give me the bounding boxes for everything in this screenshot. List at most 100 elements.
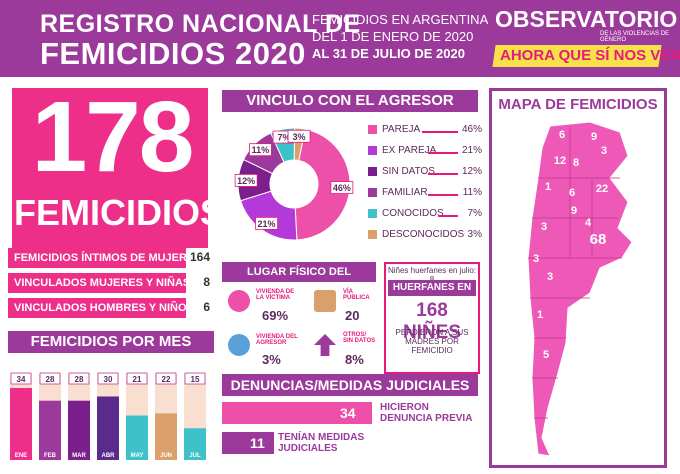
map-province-2: 12 bbox=[554, 155, 566, 167]
total-number: 178 bbox=[31, 81, 195, 193]
donut-label-1: 21% bbox=[258, 219, 276, 229]
legend-swatch-2 bbox=[368, 166, 377, 176]
denuncia-label-0: HICIERON DENUNCIA PREVIA bbox=[380, 402, 473, 424]
month-value-6: 15 bbox=[191, 375, 200, 384]
map-province-1: 9 bbox=[591, 131, 597, 143]
title-line-2: FEMICIDIOS 2020 bbox=[40, 36, 306, 71]
month-bar-0 bbox=[10, 388, 32, 460]
monthly-title: FEMICIDIOS POR MES bbox=[8, 331, 214, 353]
legend-item-4: CONOCIDOS bbox=[368, 208, 444, 219]
donut-label-box-5 bbox=[287, 129, 311, 143]
breakdown-value-2: 6 bbox=[203, 300, 210, 314]
subtitle-line-3: AL 31 DE JULIO DE 2020 bbox=[312, 46, 465, 61]
map-province-3: 8 bbox=[573, 157, 579, 169]
legend-pct-4: 7% bbox=[467, 208, 482, 219]
month-bar-5 bbox=[155, 413, 177, 460]
month-bar-6 bbox=[184, 428, 206, 460]
legend-pct-0: 46% bbox=[461, 124, 482, 135]
month-bar-3 bbox=[97, 396, 119, 460]
donut-label-5: 3% bbox=[293, 132, 306, 142]
legend-pct-2: 12% bbox=[461, 166, 482, 177]
person-icon bbox=[228, 334, 250, 356]
denuncia-bar-0 bbox=[222, 402, 372, 424]
donut-label-4: 7% bbox=[278, 133, 291, 143]
map-icon bbox=[314, 290, 336, 312]
month-value-box-4 bbox=[126, 372, 148, 385]
subtitle-line-2: DEL 1 DE ENERO DE 2020 bbox=[312, 29, 474, 44]
map-province-6: 6 bbox=[569, 187, 575, 199]
month-value-box-3 bbox=[97, 372, 119, 385]
map-province-9: 9 bbox=[571, 205, 577, 217]
map-province-10: 4 bbox=[585, 217, 592, 229]
map-province-15: 5 bbox=[543, 349, 549, 361]
monthly-chart: 34 ENE 28 FEB 28 MAR 30 ABR 21 MAY 22 JUN 15 JUL bbox=[10, 372, 206, 460]
legend-label-2: SIN DATOS bbox=[382, 166, 435, 177]
legend-swatch-4 bbox=[368, 208, 377, 218]
title-line-1: REGISTRO NACIONAL DE bbox=[40, 10, 361, 38]
map-province-12: 3 bbox=[533, 253, 539, 265]
vinculo-title: VINCULO CON EL AGRESOR bbox=[222, 90, 478, 112]
lugar-value-0: 69% bbox=[262, 308, 289, 323]
legend-item-0: PAREJA bbox=[368, 124, 420, 135]
breakdown-label-0: FEMICIDIOS ÍNTIMOS DE MUJERES bbox=[14, 252, 202, 264]
vinculo-donut: 46% 21% 12% 11% 7% 3% bbox=[234, 127, 354, 241]
legend-item-1: EX PAREJA bbox=[368, 145, 436, 156]
map-province-5: 1 bbox=[545, 181, 551, 193]
legend-swatch-5 bbox=[368, 229, 377, 239]
total-label: FEMICIDIOS bbox=[14, 192, 225, 233]
home-icon bbox=[228, 290, 250, 312]
map-province-4: 3 bbox=[601, 145, 607, 157]
donut-label-2: 12% bbox=[237, 176, 255, 186]
subtitle-line-1: FEMICIDIOS EN ARGENTINA bbox=[312, 12, 489, 27]
map-title: MAPA DE FEMICIDIOS bbox=[498, 96, 658, 113]
donut-label-box-3 bbox=[249, 143, 272, 157]
org-name: OBSERVATORIO bbox=[495, 6, 678, 32]
lugar-label-1: VÍA PÚBLICA bbox=[343, 289, 370, 301]
denuncia-value-0: 34 bbox=[340, 405, 356, 421]
donut-slice-0 bbox=[294, 128, 351, 241]
huerfanes-july: Niñes huerfanes en julio: 8 bbox=[387, 266, 477, 284]
huerfanes-box bbox=[384, 262, 480, 374]
legend-line-4 bbox=[438, 215, 458, 217]
legend-line-2 bbox=[428, 173, 458, 175]
month-value-box-2 bbox=[68, 372, 90, 385]
month-value-2: 28 bbox=[75, 375, 84, 384]
legend-swatch-0 bbox=[368, 124, 377, 134]
breakdown-value-0: 164 bbox=[189, 250, 210, 264]
month-value-1: 28 bbox=[46, 375, 55, 384]
legend-label-0: PAREJA bbox=[382, 124, 421, 135]
huerfanes-desc: PERDIERON A SUS MADRES POR FEMICIDIO bbox=[395, 328, 469, 355]
legend-pct-3: 11% bbox=[462, 187, 482, 198]
donut-label-0: 46% bbox=[333, 183, 351, 193]
donut-label-box-0 bbox=[330, 181, 354, 194]
month-label-4: MAY bbox=[131, 453, 144, 459]
lugar-value-2: 3% bbox=[262, 352, 281, 367]
denuncia-label-1: TENÍAN MEDIDAS JUDICIALES bbox=[278, 432, 365, 454]
legend-pct-5: 3% bbox=[467, 229, 482, 240]
month-value-box-5 bbox=[155, 372, 177, 385]
donut-label-box-1 bbox=[255, 216, 278, 230]
map-province-7: 22 bbox=[596, 183, 608, 195]
month-value-box-1 bbox=[39, 372, 61, 385]
legend-label-4: CONOCIDOS bbox=[382, 208, 444, 219]
legend-swatch-3 bbox=[368, 187, 377, 197]
lugar-value-3: 8% bbox=[345, 352, 364, 367]
denuncias-title: DENUNCIAS/MEDIDAS JUDICIALES bbox=[222, 374, 478, 396]
legend-item-3: FAMILIAR bbox=[368, 187, 428, 198]
map-province-14: 1 bbox=[537, 309, 543, 321]
month-label-6: JUL bbox=[189, 453, 201, 459]
month-label-2: MAR bbox=[72, 453, 86, 459]
legend-line-1 bbox=[428, 152, 458, 154]
breakdown-bar-2 bbox=[8, 298, 186, 318]
lugar-label-3: OTROS/ SIN DATOS bbox=[343, 332, 376, 344]
arrow-icon bbox=[314, 334, 336, 356]
month-label-3: ABR bbox=[102, 453, 116, 459]
month-bar-1 bbox=[39, 400, 61, 460]
legend-line-3 bbox=[428, 194, 458, 196]
huerfanes-number: 168 NIÑES bbox=[402, 300, 462, 343]
denuncia-value-1: 11 bbox=[250, 435, 265, 451]
map-province-16: 0 bbox=[543, 431, 549, 443]
breakdown-bar-0 bbox=[8, 248, 186, 268]
month-label-1: FEB bbox=[44, 453, 57, 459]
